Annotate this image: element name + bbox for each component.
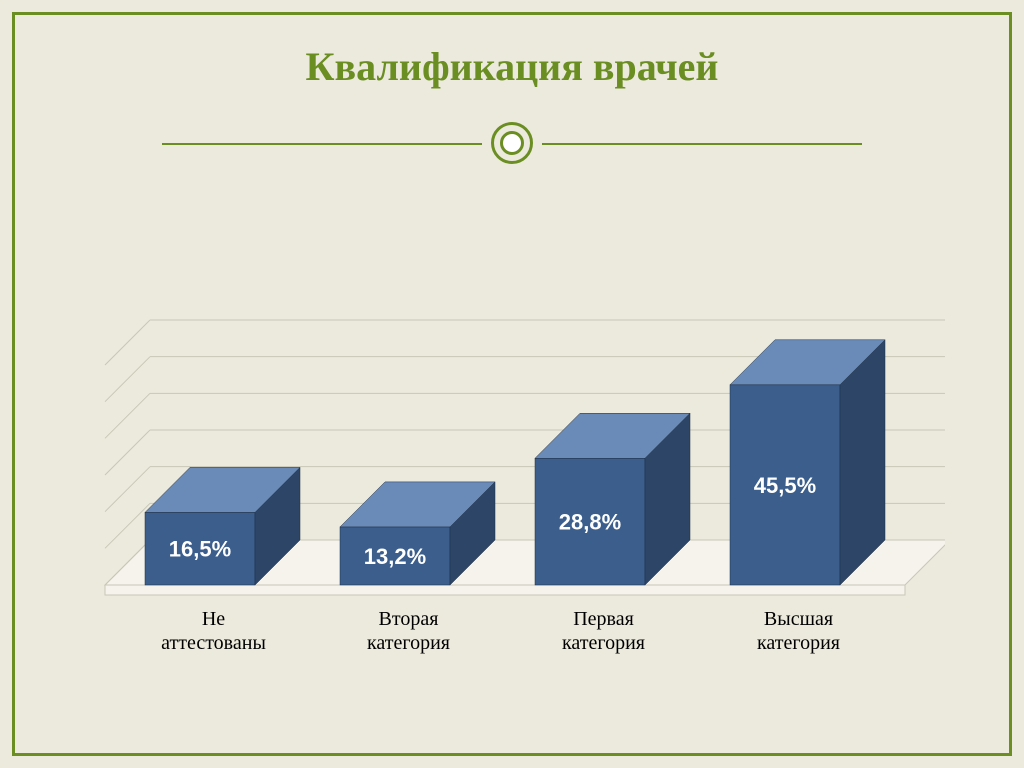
chart-grid-side — [105, 393, 150, 438]
chart-grid-side — [105, 430, 150, 475]
chart-floor-front — [105, 585, 905, 595]
bar-category-label-2: категория — [562, 632, 645, 654]
chart-grid-side — [105, 503, 150, 548]
bar-category-label-2: аттестованы — [161, 632, 266, 654]
bar-value-label: 28,8% — [559, 510, 621, 535]
chart-svg: 16,5%Неаттестованы13,2%Втораякатегория28… — [85, 245, 945, 695]
bar-chart-3d: 16,5%Неаттестованы13,2%Втораякатегория28… — [85, 245, 945, 695]
chart-grid-side — [105, 357, 150, 402]
bar-category-label: Высшая — [764, 608, 833, 630]
bar-category-label: Первая — [573, 608, 634, 630]
ornament-line-right — [542, 143, 862, 145]
slide-frame: Квалификация врачей 16,5% Неаттестованы 13… — [12, 12, 1012, 756]
ornament-circle-inner — [500, 131, 524, 155]
ornament-line-left — [162, 143, 482, 145]
bar-category-label: Вторая — [379, 608, 439, 630]
chart-grid-side — [105, 467, 150, 512]
slide-title: Квалификация врачей — [15, 43, 1009, 90]
bar-category-label-2: категория — [757, 632, 840, 654]
slide: Квалификация врачей 16,5% Неаттестованы 13… — [0, 0, 1024, 768]
bar-category-label: Не — [202, 608, 225, 630]
chart-grid-side — [105, 320, 150, 365]
bar-value-label: 13,2% — [364, 544, 426, 569]
bar-value-label: 45,5% — [754, 473, 816, 498]
bar-value-label: 16,5% — [169, 537, 231, 562]
bar-category-label-2: категория — [367, 632, 450, 654]
title-ornament — [162, 123, 862, 173]
